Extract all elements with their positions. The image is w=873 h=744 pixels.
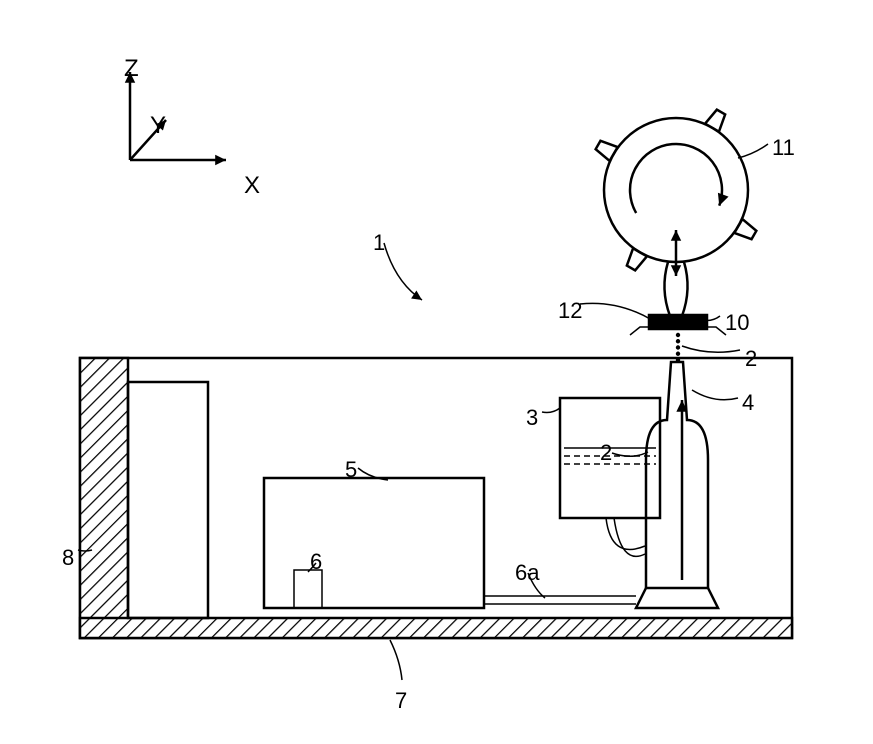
axis-label-z: Z [124,55,139,83]
ref-label-2b: 2 [600,440,612,466]
diagram-svg [0,0,873,744]
axis-label-y: Y [150,112,166,140]
ref-label-3: 3 [526,405,538,431]
ref-label-5: 5 [345,457,357,483]
ref-label-12: 12 [558,298,582,324]
ref-label-4: 4 [742,390,754,416]
diagram-canvas: X Y Z 1 3 4 5 6 7 8 10 11 12 2 2 6a [0,0,873,744]
ref-label-7: 7 [395,688,407,714]
ref-label-6: 6 [310,549,322,575]
ref-label-11: 11 [772,135,795,161]
ref-label-1: 1 [373,230,385,256]
ref-label-2a: 2 [745,346,757,372]
ref-label-8: 8 [62,545,74,571]
ref-label-10: 10 [725,310,749,336]
axis-label-x: X [244,172,260,200]
ref-label-6a: 6a [515,560,539,586]
